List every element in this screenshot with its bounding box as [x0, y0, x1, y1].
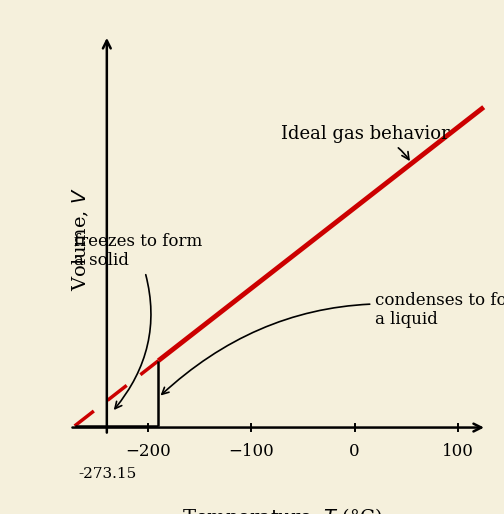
Text: -273.15: -273.15 — [78, 467, 136, 481]
Text: condenses to form
a liquid: condenses to form a liquid — [162, 291, 504, 394]
Text: −200: −200 — [125, 443, 171, 460]
Text: −100: −100 — [228, 443, 274, 460]
Text: Ideal gas behavior: Ideal gas behavior — [281, 125, 449, 160]
Text: 0: 0 — [349, 443, 360, 460]
Text: freezes to form
a solid: freezes to form a solid — [74, 233, 202, 409]
Text: Volume, $V$: Volume, $V$ — [71, 187, 91, 291]
Text: 100: 100 — [442, 443, 474, 460]
Text: Temperature, $T$ (°C): Temperature, $T$ (°C) — [182, 506, 383, 514]
